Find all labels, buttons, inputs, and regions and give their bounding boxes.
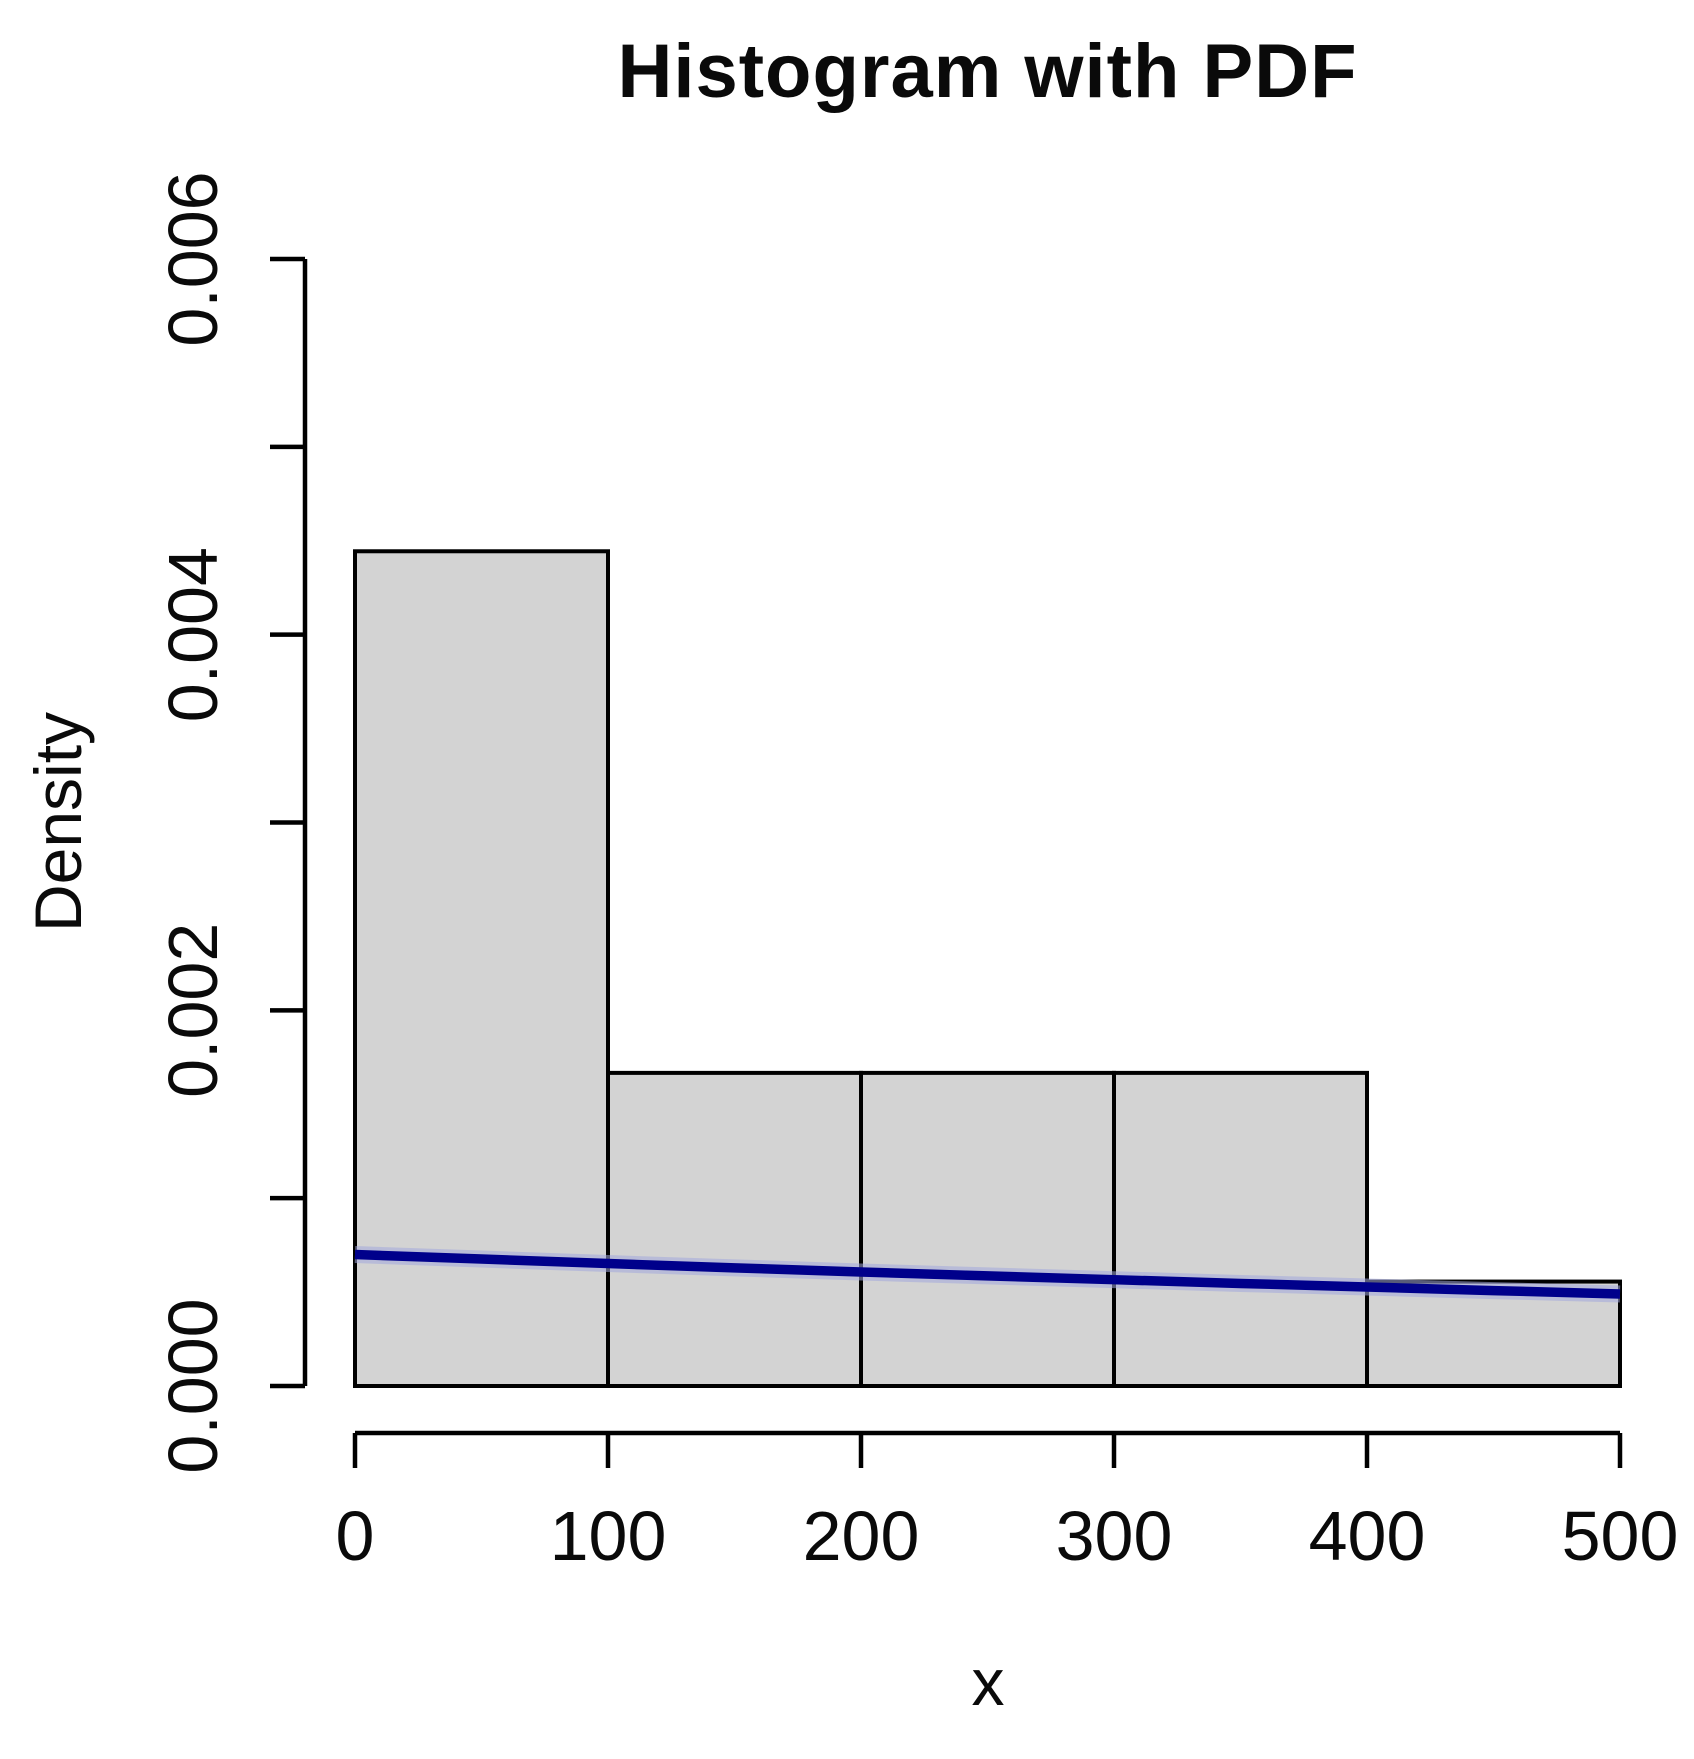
x-tick-label: 400 xyxy=(1309,1497,1426,1575)
x-axis-title: x xyxy=(971,1645,1005,1719)
x-tick-label: 200 xyxy=(803,1497,920,1575)
x-tick-label: 100 xyxy=(550,1497,667,1575)
y-axis-title: Density xyxy=(21,711,95,933)
y-tick-label: 0.000 xyxy=(154,1298,232,1473)
histogram-bar xyxy=(606,1070,863,1388)
x-tick-label: 500 xyxy=(1562,1497,1679,1575)
x-tick-label: 300 xyxy=(1056,1497,1173,1575)
chart-title: Histogram with PDF xyxy=(617,29,1358,114)
histogram-bar xyxy=(859,1070,1116,1388)
histogram-bar xyxy=(1112,1070,1369,1388)
histogram-bar xyxy=(353,549,610,1388)
y-tick-label: 0.004 xyxy=(154,547,232,722)
y-tick-label: 0.006 xyxy=(154,171,232,346)
x-tick-label: 0 xyxy=(336,1497,375,1575)
pdf-line xyxy=(354,1249,1621,1299)
y-tick-label: 0.002 xyxy=(154,923,232,1098)
